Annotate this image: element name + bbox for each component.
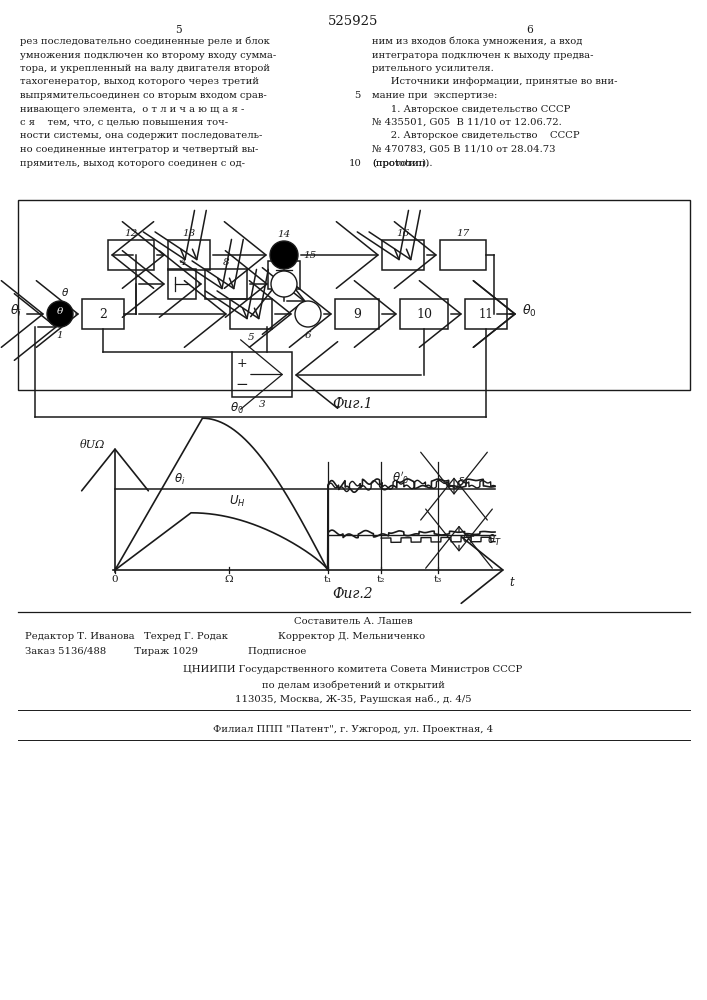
Text: 6: 6 [305,331,311,340]
Text: 14: 14 [277,230,291,239]
Circle shape [271,271,297,297]
Text: t₁: t₁ [324,575,332,584]
Text: 16: 16 [397,229,409,238]
Text: 3: 3 [259,400,265,409]
Text: $\theta_T$: $\theta_T$ [487,533,502,548]
Text: Ω: Ω [225,575,233,584]
Text: Редактор Т. Иванова   Техред Г. Родак                Корректор Д. Мельниченко: Редактор Т. Иванова Техред Г. Родак Корр… [25,632,425,641]
Text: +: + [237,357,247,370]
Bar [440,240,486,270]
Text: 113035, Москва, Ж-35, Раушская наб., д. 4/5: 113035, Москва, Ж-35, Раушская наб., д. … [235,695,472,704]
Text: −: − [235,377,248,392]
Bar [382,240,424,270]
Bar [230,299,272,329]
Text: с я    тем, что, с целью повышения точ-: с я тем, что, с целью повышения точ- [20,118,228,127]
Text: t₂: t₂ [377,575,385,584]
Bar [82,299,124,329]
Text: Составитель А. Лашев: Составитель А. Лашев [293,617,412,626]
Text: (прототип).: (прототип). [372,158,433,168]
Bar [168,269,196,299]
Text: 2: 2 [99,308,107,320]
Text: 6: 6 [527,25,533,35]
Text: Заказ 5136/488         Тираж 1029                Подписное: Заказ 5136/488 Тираж 1029 Подписное [25,647,306,656]
Text: интегратора подключен к выходу предва-: интегратора подключен к выходу предва- [372,50,593,60]
Bar [205,269,247,299]
Bar [335,299,379,329]
Text: 8: 8 [223,258,229,267]
Text: 10: 10 [416,308,432,320]
Text: мание при  экспертизе:: мание при экспертизе: [372,91,498,100]
Text: $\theta_i$: $\theta_i$ [174,472,185,487]
Text: 10: 10 [349,158,362,167]
Text: Филиал ППП "Патент", г. Ужгород, ул. Проектная, 4: Филиал ППП "Патент", г. Ужгород, ул. Про… [213,725,493,734]
Text: 11: 11 [479,308,493,320]
Text: ЦНИИПИ Государственного комитета Совета Министров СССР: ЦНИИПИ Государственного комитета Совета … [183,665,522,674]
Text: прямитель, выход которого соединен с од-: прямитель, выход которого соединен с од- [20,158,245,167]
Bar [168,240,210,270]
Text: 5: 5 [175,25,182,35]
Circle shape [295,301,321,327]
Text: $U_H$: $U_H$ [229,494,245,509]
Text: умножения подключен ко второму входу сумма-: умножения подключен ко второму входу сум… [20,50,276,60]
Text: 0: 0 [112,575,118,584]
Text: 15: 15 [303,251,316,260]
Text: 13: 13 [182,229,196,238]
Text: тора, и укрепленный на валу двигателя второй: тора, и укрепленный на валу двигателя вт… [20,64,270,73]
Circle shape [47,301,73,327]
Text: $\theta_i$: $\theta_i$ [10,303,22,319]
Text: 9: 9 [353,308,361,320]
Text: выпрямительсоединен со вторым входом срав-: выпрямительсоединен со вторым входом сра… [20,91,267,100]
Text: 7: 7 [281,260,287,269]
Text: рез последовательно соединенные реле и блок: рез последовательно соединенные реле и б… [20,37,270,46]
Text: Фиг.1: Фиг.1 [333,397,373,411]
Text: нивающего элемента,  о т л и ч а ю щ а я -: нивающего элемента, о т л и ч а ю щ а я … [20,104,245,113]
Text: Фиг.2: Фиг.2 [333,587,373,601]
Text: $\theta_T$: $\theta_T$ [462,532,476,546]
Text: 1. Авторское свидетельство СССР: 1. Авторское свидетельство СССР [372,104,571,113]
Text: t₃: t₃ [434,575,442,584]
Text: t: t [509,576,514,589]
Text: ним из входов блока умножения, а вход: ним из входов блока умножения, а вход [372,37,583,46]
Text: (прototип).: (прototип). [372,158,429,168]
Text: 5: 5 [354,91,361,100]
Text: тахогенератор, выход которого через третий: тахогенератор, выход которого через трет… [20,78,259,87]
Bar [108,240,154,270]
Text: 2. Авторское свидетельство    СССР: 2. Авторское свидетельство СССР [372,131,580,140]
Text: № 470783, G05 В 11/10 от 28.04.73: № 470783, G05 В 11/10 от 28.04.73 [372,145,556,154]
Text: θUΩ: θUΩ [80,440,105,450]
Text: 525925: 525925 [328,15,378,28]
Text: по делам изобретений и открытий: по делам изобретений и открытий [262,680,445,690]
Bar [465,299,507,329]
Text: рительного усилителя.: рительного усилителя. [372,64,493,73]
Bar [268,261,300,289]
Bar [232,352,292,397]
Bar [400,299,448,329]
Text: 1: 1 [57,331,64,340]
Text: 17: 17 [457,229,469,238]
Text: 4: 4 [179,258,185,267]
Text: $\theta_0$: $\theta_0$ [230,401,243,416]
Text: 5: 5 [247,333,255,342]
Text: Источники информации, принятые во вни-: Источники информации, принятые во вни- [372,78,617,87]
Text: № 435501, G05  В 11/10 от 12.06.72.: № 435501, G05 В 11/10 от 12.06.72. [372,118,562,127]
Text: 12: 12 [124,229,138,238]
Text: θ: θ [57,308,63,316]
Text: θ: θ [62,288,69,298]
Bar [18,200,690,390]
Circle shape [270,241,298,269]
Text: $\delta_T$: $\delta_T$ [457,475,471,489]
Text: но соединенные интегратор и четвертый вы-: но соединенные интегратор и четвертый вы… [20,145,258,154]
Text: $\theta_0$: $\theta_0$ [522,303,537,319]
Text: $\theta'_0$: $\theta'_0$ [392,469,410,486]
Text: ности системы, она содержит последователь-: ности системы, она содержит последовател… [20,131,262,140]
